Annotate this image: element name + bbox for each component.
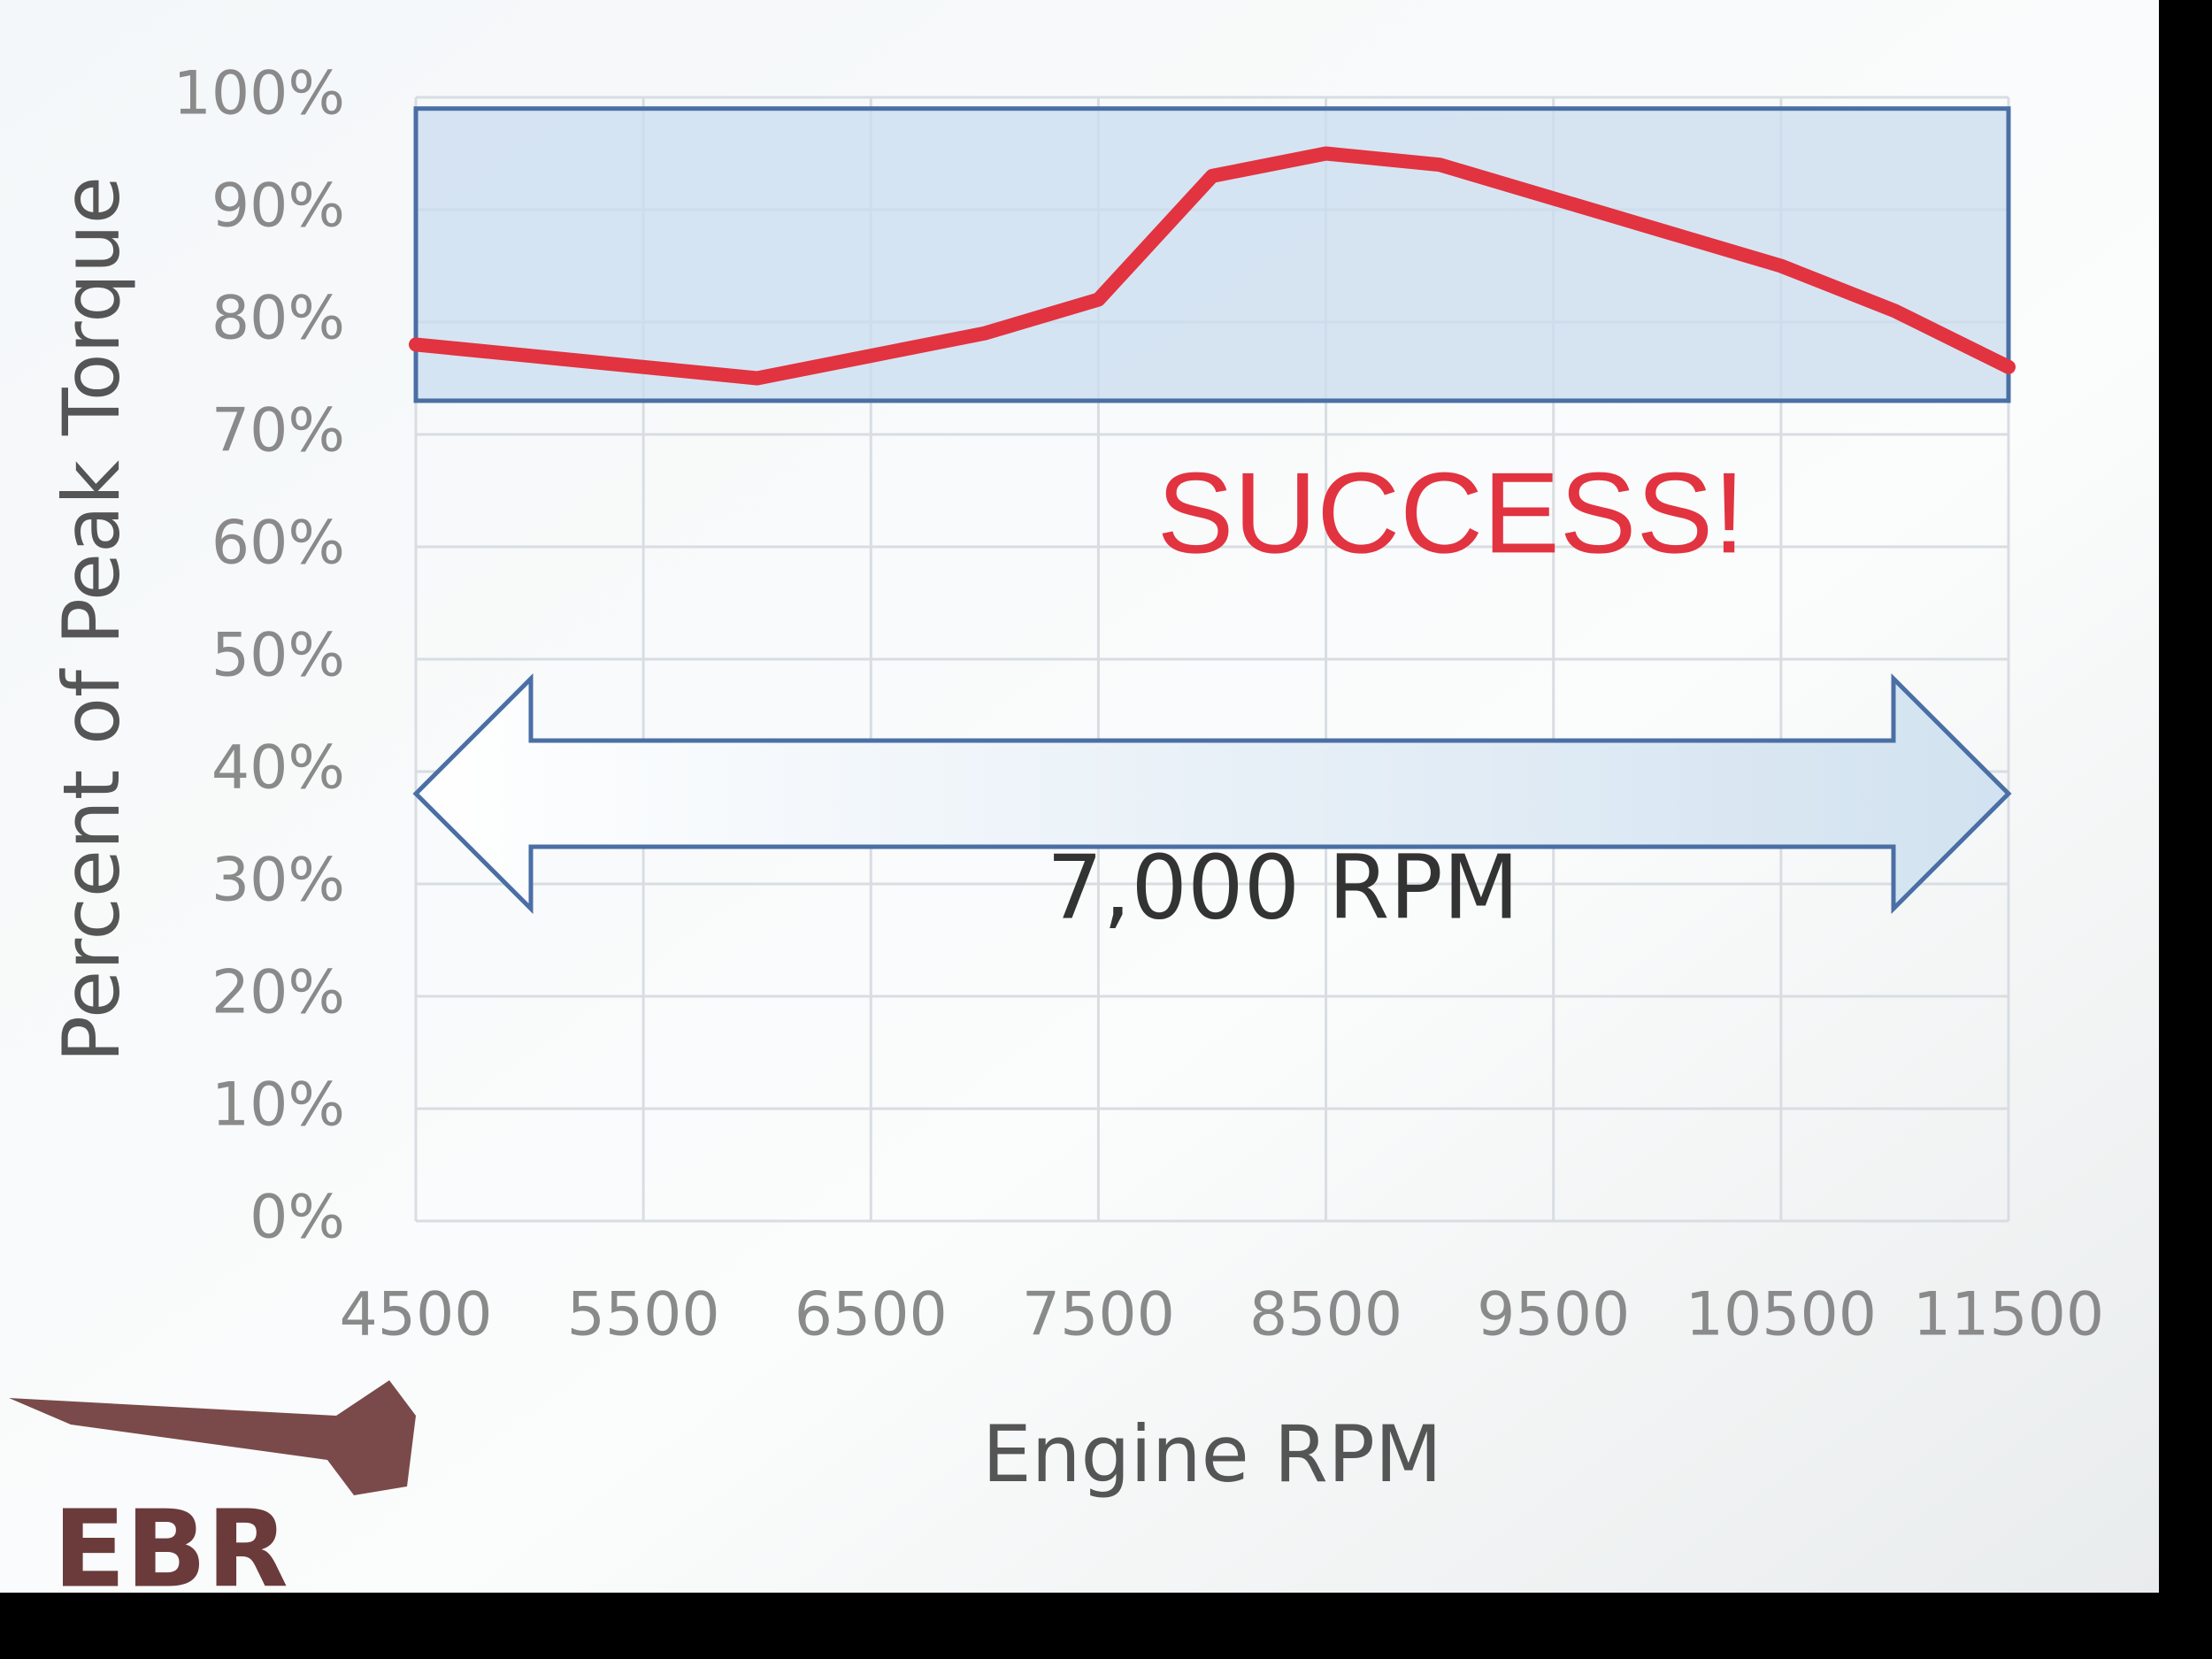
- y-axis-title: Percent of Peak Torque: [46, 176, 137, 1063]
- plot-area: 0% 10% 20% 30% 40% 50% 60% 70% 80% 90% 100% 4500 550…: [173, 59, 2105, 1350]
- y-tick-label: 70%: [211, 396, 345, 466]
- x-tick-label: 4500: [339, 1280, 492, 1350]
- x-tick-label: 8500: [1249, 1280, 1402, 1350]
- logo-wing: [9, 1380, 416, 1495]
- y-tick-label: 50%: [211, 621, 345, 691]
- y-tick-label: 90%: [211, 172, 345, 242]
- x-tick-label: 9500: [1477, 1280, 1630, 1350]
- x-tick-label: 7500: [1022, 1280, 1175, 1350]
- range-arrow: [412, 672, 2012, 915]
- highlight-band: [413, 106, 2011, 403]
- y-tick-label: 30%: [211, 846, 345, 916]
- logo-text: EBR: [53, 1489, 288, 1612]
- range-annotation: 7,000 RPM: [1047, 835, 1519, 939]
- y-tick-label: 10%: [211, 1071, 345, 1141]
- y-tick-label: 20%: [211, 958, 345, 1028]
- y-tick-label: 60%: [211, 509, 345, 579]
- y-tick-label: 100%: [173, 59, 345, 129]
- y-tick-label: 80%: [211, 284, 345, 354]
- y-tick-label: 40%: [211, 733, 345, 803]
- torque-line: [409, 146, 2016, 386]
- x-tick-label: 6500: [795, 1280, 948, 1350]
- success-annotation: SUCCESS!: [1157, 448, 1746, 577]
- x-tick-label: 11500: [1913, 1280, 2104, 1350]
- x-tick-label: 5500: [567, 1280, 720, 1350]
- x-tick-label: 10500: [1686, 1280, 1877, 1350]
- y-tick-label: 0%: [250, 1183, 345, 1253]
- x-axis-title: Engine RPM: [982, 1409, 1442, 1500]
